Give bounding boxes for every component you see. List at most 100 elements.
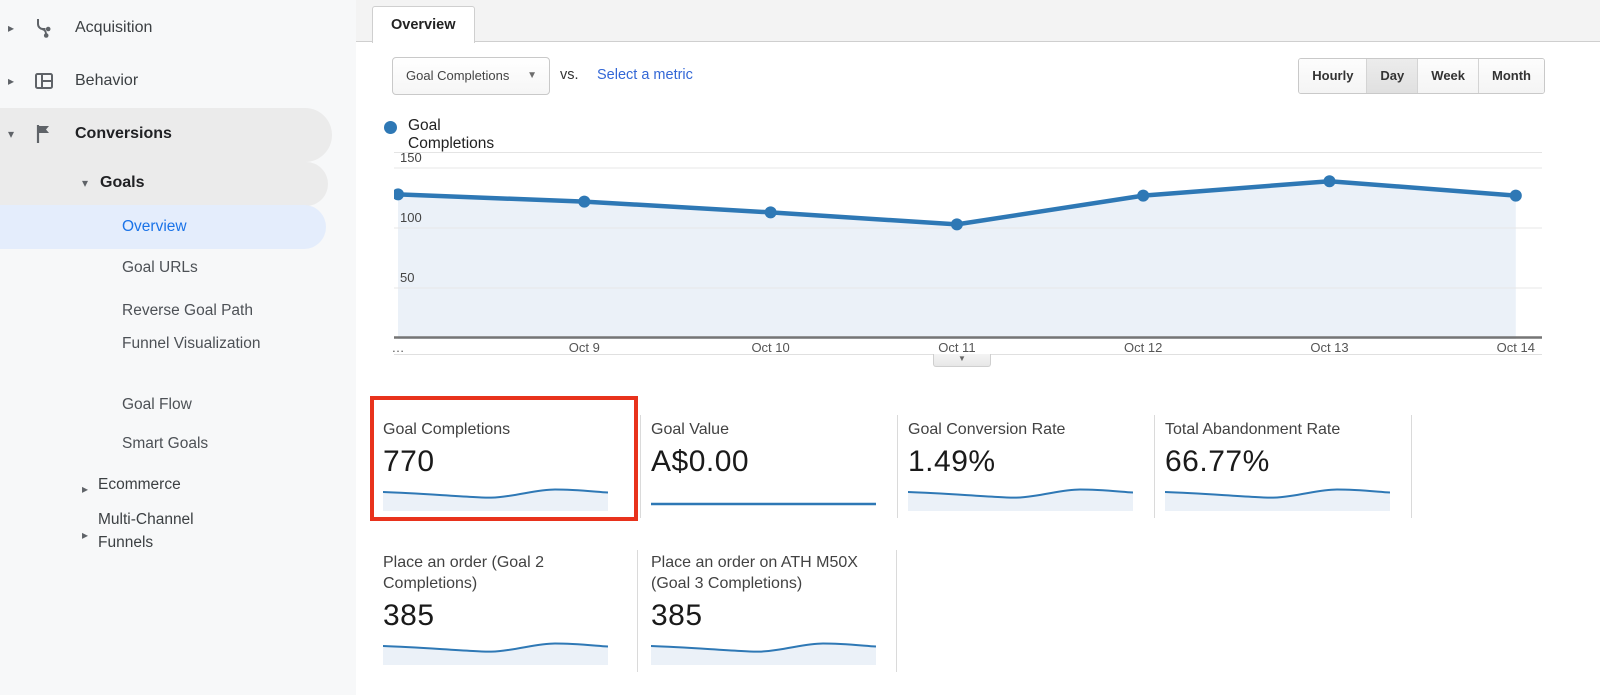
sidebar-item-label: Behavior [75, 72, 139, 89]
x-axis-label: Oct 12 [1124, 340, 1163, 355]
card-divider [1154, 415, 1155, 518]
card-divider [897, 415, 898, 518]
sidebar-item-behavior[interactable]: ▸ Behavior [0, 63, 356, 99]
scorecard-value: 770 [383, 445, 435, 478]
chevron-right-icon[interactable]: ▸ [8, 21, 15, 35]
sparkline-area [383, 489, 608, 511]
caret-down-icon: ▼ [527, 70, 537, 81]
timeline-svg: 50 100 150 [392, 150, 1542, 339]
overview-active-highlight [0, 205, 326, 249]
sparkline-chart [383, 642, 608, 665]
sidebar-item-reverse-goal-path[interactable]: Reverse Goal Path [122, 302, 253, 319]
timeline-chart: 50 100 150 [392, 150, 1542, 339]
chart-area-fill [398, 181, 1516, 339]
chevron-down-icon[interactable]: ▾ [8, 127, 15, 141]
x-axis-label: Oct 10 [751, 340, 790, 355]
sparkline-chart [651, 502, 876, 506]
y-axis-tick-label: 50 [400, 270, 414, 285]
sidebar-item-multi-channel-funnels[interactable]: ▸ Multi-Channel Funnels [82, 511, 194, 551]
sparkline-line [383, 642, 608, 653]
scorecard-goal3-completions[interactable]: Place an order on ATH M50X (Goal 3 Compl… [651, 552, 891, 665]
flag-icon [36, 125, 49, 143]
data-point[interactable] [950, 218, 963, 231]
scorecard-value: 1.49% [908, 445, 996, 478]
x-axis-label: … [391, 340, 405, 355]
sparkline-line [651, 642, 876, 653]
metric-selector-value: Goal Completions [406, 68, 510, 83]
scorecard-label: Goal Value [651, 421, 729, 438]
sparkline-chart [1165, 488, 1390, 511]
tab-bar [356, 0, 1600, 42]
sidebar: ▸ Acquisition ▸ Behavior ▾ Conversions ▾… [0, 0, 356, 695]
sidebar-item-overview[interactable]: Overview [122, 218, 187, 235]
scorecard-value: 385 [651, 599, 703, 632]
card-divider [1411, 415, 1412, 518]
x-axis-label: Oct 14 [1496, 340, 1535, 355]
scorecard-goal-value[interactable]: Goal Value A$0.00 [651, 419, 891, 511]
conversions-section-highlight [0, 108, 332, 162]
chevron-right-icon[interactable]: ▸ [82, 528, 89, 542]
scorecard-value: 66.77% [1165, 445, 1270, 478]
chevron-down-icon: ▼ [958, 354, 966, 363]
data-point[interactable] [1323, 175, 1336, 188]
tab-overview[interactable]: Overview [372, 6, 475, 43]
sidebar-item-label: Conversions [75, 125, 172, 142]
sidebar-item-goal-flow[interactable]: Goal Flow [122, 396, 192, 413]
scorecard-value: A$0.00 [651, 445, 750, 478]
scorecard-label: Goal Conversion Rate [908, 421, 1066, 438]
x-axis-label: Oct 13 [1310, 340, 1349, 355]
sidebar-item-label: Goals [100, 174, 145, 191]
scorecard-label: Place an order (Goal 2 Completions) [383, 554, 544, 592]
sidebar-item-conversions[interactable]: ▾ Conversions [0, 116, 356, 152]
sparkline-line [908, 488, 1133, 499]
sparkline-area [1165, 489, 1390, 511]
y-axis-tick-label: 100 [400, 210, 422, 225]
sparkline-chart [651, 642, 876, 665]
sidebar-item-ecommerce[interactable]: ▸ Ecommerce [0, 473, 356, 496]
sidebar-item-goal-urls[interactable]: Goal URLs [122, 259, 198, 276]
card-divider [637, 550, 638, 672]
data-point[interactable] [392, 188, 404, 201]
select-a-metric-link[interactable]: Select a metric [597, 67, 693, 83]
x-axis-labels: … Oct 9 Oct 10 Oct 11 Oct 12 Oct 13 Oct 14 [392, 340, 1554, 356]
x-axis-label: Oct 11 [938, 340, 976, 355]
sidebar-item-acquisition[interactable]: ▸ Acquisition [0, 10, 356, 46]
sidebar-item-goals[interactable]: ▾ Goals [0, 165, 356, 201]
acquisition-icon [37, 19, 51, 38]
main-content: Overview Goal Completions ▼ vs. Select a… [356, 0, 1600, 695]
chevron-right-icon[interactable]: ▸ [82, 482, 89, 496]
scorecard-goal-completions[interactable]: Goal Completions 770 [383, 419, 623, 511]
week-button[interactable]: Week [1417, 59, 1479, 93]
sparkline-area [383, 643, 608, 665]
sparkline-chart [908, 488, 1133, 511]
series-dot-icon [384, 121, 397, 134]
scorecard-label: Place an order on ATH M50X (Goal 3 Compl… [651, 554, 858, 592]
scorecard-goal-conversion-rate[interactable]: Goal Conversion Rate 1.49% [908, 419, 1148, 511]
chevron-down-icon[interactable]: ▾ [82, 176, 89, 190]
data-point[interactable] [1509, 189, 1522, 202]
sidebar-item-funnel-visualization[interactable]: Funnel Visualization [122, 335, 261, 352]
scorecard-goal2-completions[interactable]: Place an order (Goal 2 Completions) 385 [383, 552, 623, 665]
sidebar-item-smart-goals[interactable]: Smart Goals [122, 435, 209, 452]
sparkline-area [651, 643, 876, 665]
day-button[interactable]: Day [1366, 59, 1418, 93]
sidebar-item-label: Acquisition [75, 19, 153, 36]
data-point[interactable] [764, 206, 777, 219]
scorecard-total-abandonment-rate[interactable]: Total Abandonment Rate 66.77% [1165, 419, 1405, 511]
legend-label: Goal Completions [408, 117, 495, 152]
scorecard-value: 385 [383, 599, 435, 632]
data-point[interactable] [578, 195, 591, 208]
sparkline-chart [383, 488, 608, 511]
card-divider [896, 550, 897, 672]
timeline-collapse-handle[interactable]: ▼ [933, 354, 991, 367]
data-point[interactable] [1137, 189, 1150, 202]
scorecard-label: Total Abandonment Rate [1165, 421, 1341, 438]
scorecard-label: Goal Completions [383, 421, 511, 438]
vs-label: vs. [560, 67, 579, 83]
card-divider [640, 415, 641, 518]
sparkline-area [908, 489, 1133, 511]
month-button[interactable]: Month [1478, 59, 1544, 93]
hourly-button[interactable]: Hourly [1299, 59, 1367, 93]
chevron-right-icon[interactable]: ▸ [8, 74, 15, 88]
metric-selector-dropdown[interactable]: Goal Completions ▼ [392, 57, 550, 95]
